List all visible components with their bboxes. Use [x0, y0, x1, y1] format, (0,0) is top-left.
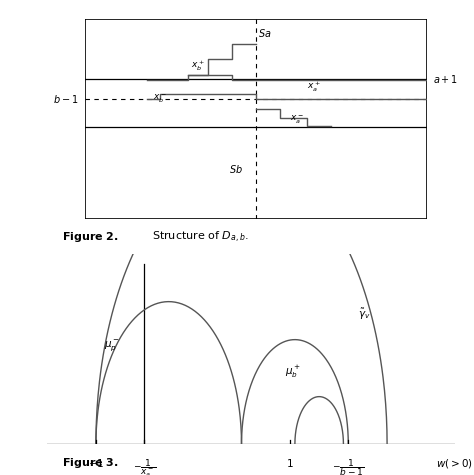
Text: $\mu_b^+$: $\mu_b^+$: [285, 364, 301, 380]
Text: $\mu_p^-$: $\mu_p^-$: [104, 338, 120, 352]
Text: $a+1$: $a+1$: [433, 73, 459, 85]
Text: $x_a^-$: $x_a^-$: [290, 114, 304, 126]
Text: $x_b^-$: $x_b^-$: [154, 93, 167, 105]
Text: $b-1$: $b-1$: [53, 93, 79, 105]
Text: $Sa$: $Sa$: [258, 27, 271, 39]
Text: $w(>0)$: $w(>0)$: [436, 457, 473, 470]
Text: $-1$: $-1$: [88, 457, 104, 469]
Text: $-\dfrac{1}{b-1}$: $-\dfrac{1}{b-1}$: [332, 457, 365, 475]
Text: $x_a^+$: $x_a^+$: [307, 80, 321, 94]
Text: $\mathbf{Figure\ 3.}$: $\mathbf{Figure\ 3.}$: [62, 456, 118, 470]
Text: $\tilde{\gamma}_v$: $\tilde{\gamma}_v$: [358, 307, 371, 323]
Text: $\mathbf{Figure\ 2.}$: $\mathbf{Figure\ 2.}$: [62, 230, 118, 244]
Text: $1$: $1$: [286, 457, 294, 469]
Text: $x_b^+$: $x_b^+$: [191, 58, 205, 73]
Text: $-\dfrac{1}{x_a^-}$: $-\dfrac{1}{x_a^-}$: [133, 457, 156, 475]
Text: Structure of $D_{a,b}$.: Structure of $D_{a,b}$.: [152, 230, 248, 246]
Text: $Sb$: $Sb$: [228, 162, 243, 175]
